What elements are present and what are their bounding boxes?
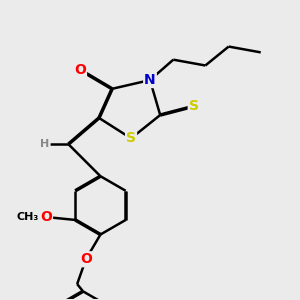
Text: H: H bbox=[40, 139, 50, 149]
Text: O: O bbox=[40, 210, 52, 224]
Text: N: N bbox=[144, 73, 156, 87]
Text: CH₃: CH₃ bbox=[16, 212, 38, 222]
Text: S: S bbox=[189, 99, 199, 113]
Text: S: S bbox=[126, 131, 136, 145]
Text: O: O bbox=[80, 252, 92, 266]
Text: O: O bbox=[74, 63, 86, 77]
